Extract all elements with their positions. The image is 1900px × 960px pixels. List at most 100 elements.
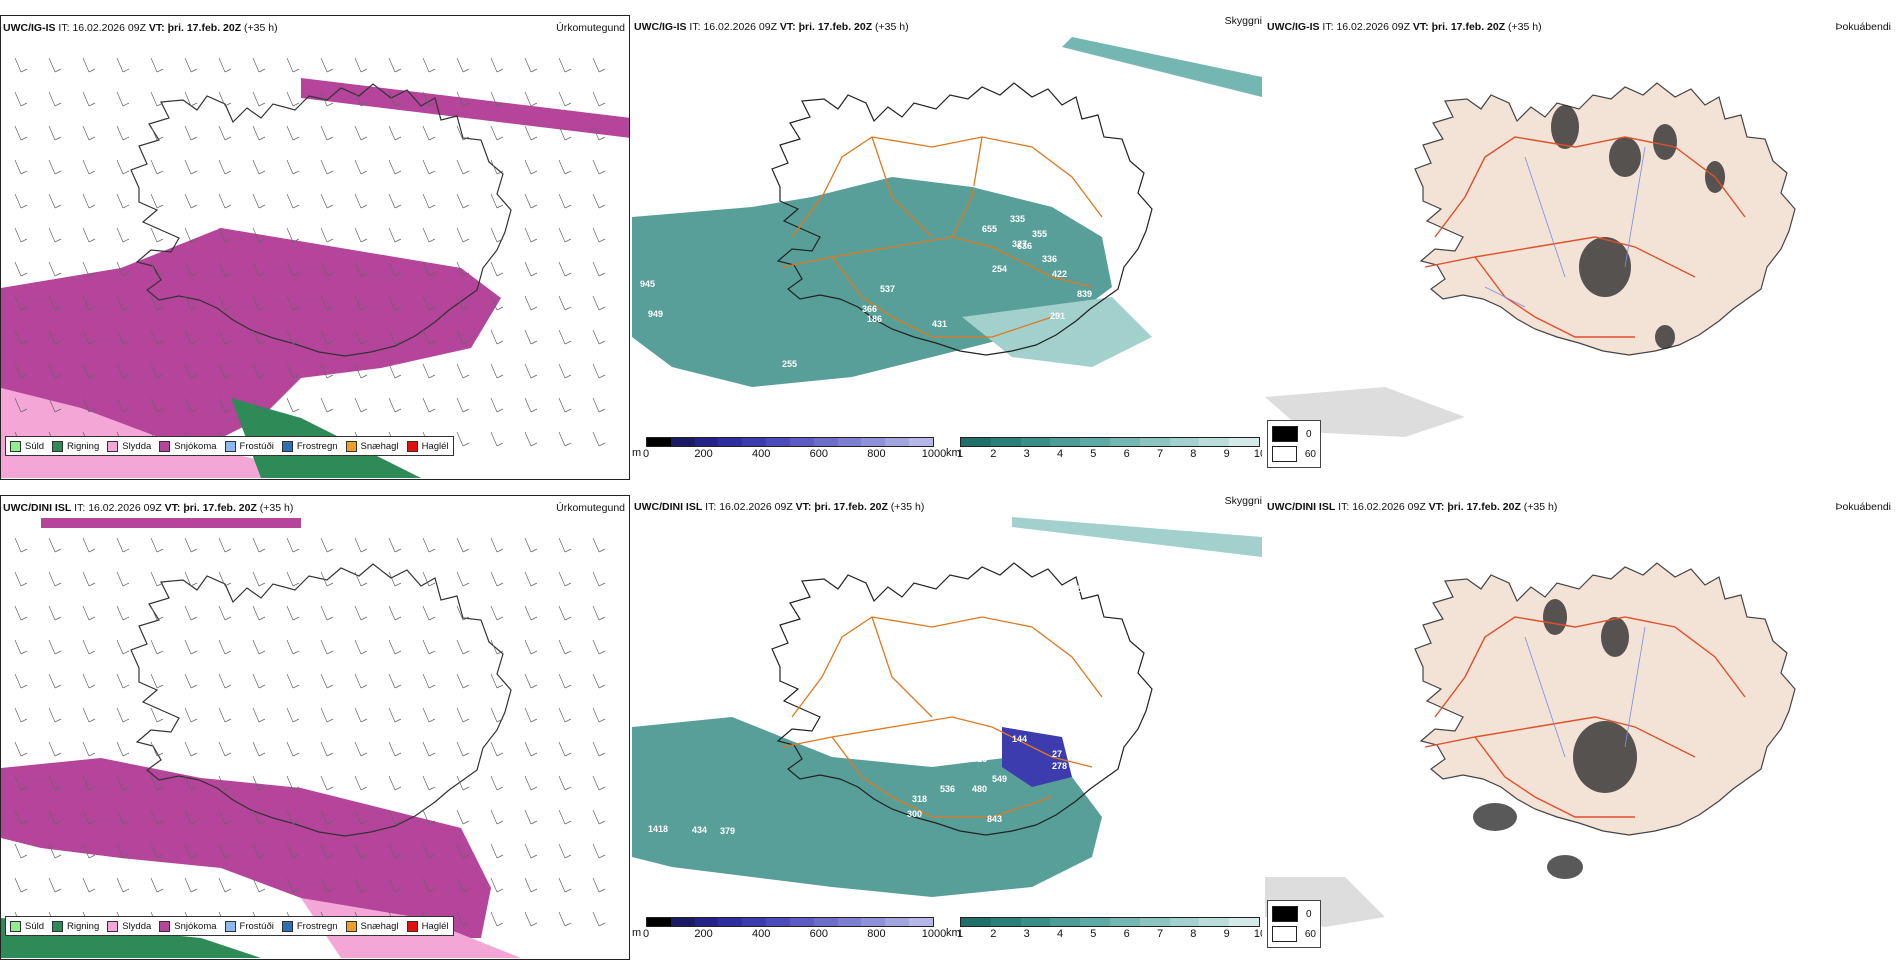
wind-barb: [558, 537, 572, 553]
wind-barb: [184, 91, 198, 107]
wind-barb: [82, 193, 96, 209]
wind-barb: [320, 261, 334, 277]
fog-indicator-map: [1265, 82, 1796, 437]
wind-barb: [218, 397, 232, 413]
wind-barb: [150, 605, 164, 621]
wind-barb: [48, 193, 62, 209]
legend-item-rain: Rigning: [52, 440, 99, 452]
wind-barb: [150, 329, 164, 345]
wind-barb: [524, 261, 538, 277]
cloud-base-value: 843: [987, 814, 1002, 824]
wind-barb: [456, 261, 470, 277]
colorbar-swatch: [885, 438, 910, 446]
colorbar-tick-label: 0: [642, 928, 650, 940]
wind-barb: [354, 91, 368, 107]
wind-barb: [320, 843, 334, 859]
wind-barb: [592, 775, 606, 791]
colorbar-swatch: [718, 438, 743, 446]
wind-barb: [388, 91, 402, 107]
wind-barb: [286, 363, 300, 379]
colorbar-swatch: [1139, 918, 1170, 926]
wind-barb: [388, 775, 402, 791]
wind-barb: [490, 877, 504, 893]
colorbar-tick-label: 1: [956, 928, 964, 940]
wind-barb: [14, 571, 28, 587]
wind-barb: [320, 639, 334, 655]
wind-barb: [456, 911, 470, 927]
wind-barb: [490, 911, 504, 927]
colorbar-swatch: [789, 438, 814, 446]
wind-barb: [14, 673, 28, 689]
legend-item-snow: Snjókoma: [159, 440, 217, 452]
panel-title: Þokuábendi: [1835, 501, 1891, 513]
wind-barb: [354, 843, 368, 859]
wind-barb: [524, 193, 538, 209]
cloud-base-value: 254: [992, 264, 1007, 274]
wind-barb: [252, 707, 266, 723]
wind-barb: [592, 295, 606, 311]
colorbar-tick-label: 10: [1253, 928, 1262, 940]
cloud-base-value: 291: [1050, 311, 1065, 321]
wind-barb: [490, 639, 504, 655]
wind-barb: [150, 159, 164, 175]
wind-barb: [490, 261, 504, 277]
wind-barb: [558, 843, 572, 859]
wind-barb: [558, 707, 572, 723]
wind-barb: [456, 809, 470, 825]
wind-barb: [422, 537, 436, 553]
colorbar-tick-label: 200: [694, 448, 713, 460]
wind-barb: [286, 159, 300, 175]
wind-barb: [48, 741, 62, 757]
colorbar-swatch: [1020, 918, 1051, 926]
wind-barb: [558, 329, 572, 345]
wind-barb: [592, 261, 606, 277]
legend-item-rain: Rigning: [52, 920, 99, 932]
wind-barb: [456, 843, 470, 859]
wind-barb: [150, 741, 164, 757]
wind-barb: [320, 57, 334, 73]
wind-barb: [116, 741, 130, 757]
wind-barb: [558, 673, 572, 689]
wind-barb: [218, 605, 232, 621]
fog-legend-item-0: 0: [1272, 904, 1316, 924]
wind-barb: [48, 809, 62, 825]
wind-barb: [116, 295, 130, 311]
wind-barb: [218, 193, 232, 209]
colorbar-swatch: [766, 918, 790, 926]
wind-barb: [524, 537, 538, 553]
wind-barb: [558, 261, 572, 277]
wind-barb: [150, 775, 164, 791]
precip-type-panel-2: UWC/DINI ISL IT: 16.02.2026 09Z VT: þri.…: [0, 495, 630, 960]
wind-barb: [48, 843, 62, 859]
wind-barb: [252, 605, 266, 621]
wind-barb: [558, 295, 572, 311]
wind-barb: [524, 877, 538, 893]
panel-header: UWC/IG-IS IT: 16.02.2026 09Z VT: þri. 17…: [3, 22, 278, 34]
wind-barb: [48, 571, 62, 587]
colorbar-swatch: [990, 918, 1021, 926]
wind-barb: [558, 363, 572, 379]
wind-barb: [354, 159, 368, 175]
wind-barb: [150, 57, 164, 73]
colorbar-swatch: [990, 438, 1021, 446]
wind-barb: [490, 605, 504, 621]
cloud-base-value: 159: [1012, 714, 1027, 724]
fog-indicator-panel-1: UWC/IG-IS IT: 16.02.2026 09Z VT: þri. 17…: [1265, 15, 1895, 480]
wind-barb: [320, 91, 334, 107]
wind-barb: [218, 537, 232, 553]
colorbar-swatch: [670, 438, 695, 446]
wind-barb: [422, 775, 436, 791]
panel-title: Skyggni: [1224, 15, 1262, 27]
wind-barb: [286, 261, 300, 277]
cloud-base-value: 335: [1010, 214, 1025, 224]
wind-barb: [592, 363, 606, 379]
wind-barb: [320, 227, 334, 243]
wind-barb: [150, 397, 164, 413]
colorbar-tick-label: 4: [1056, 448, 1064, 460]
wind-barb: [490, 227, 504, 243]
wind-barb: [592, 741, 606, 757]
cloud-base-value: 582: [942, 754, 957, 764]
visibility-colorbar: 12345678910 km: [946, 917, 1262, 941]
wind-barb: [490, 295, 504, 311]
wind-barb: [184, 397, 198, 413]
